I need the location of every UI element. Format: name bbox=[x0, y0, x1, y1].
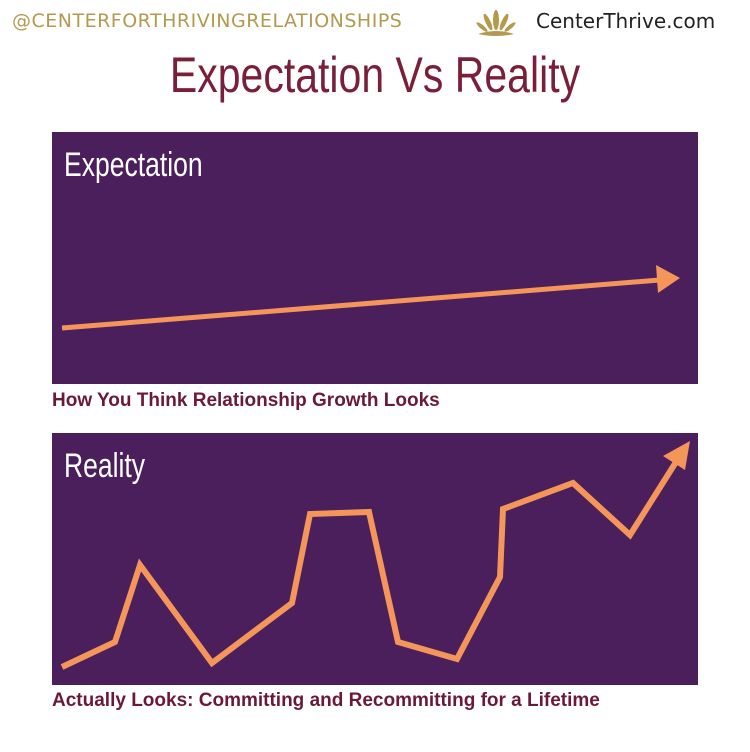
lotus-icon bbox=[476, 10, 516, 36]
reality-label: Reality bbox=[64, 447, 146, 485]
expectation-label: Expectation bbox=[64, 146, 203, 184]
website-link[interactable]: CenterThrive.com bbox=[536, 9, 716, 33]
social-handle: @CENTERFORTHRIVINGRELATIONSHIPS bbox=[12, 10, 403, 32]
expectation-caption: How You Think Relationship Growth Looks bbox=[52, 390, 440, 411]
expectation-line bbox=[61, 265, 680, 331]
expectation-panel: Expectation bbox=[52, 132, 698, 384]
arrow-head-icon bbox=[656, 265, 680, 293]
reality-line bbox=[60, 441, 690, 670]
reality-caption: Actually Looks: Committing and Recommitt… bbox=[52, 690, 600, 711]
arrow-head-icon bbox=[663, 441, 690, 470]
reality-panel: Reality bbox=[52, 433, 698, 685]
header: @CENTERFORTHRIVINGRELATIONSHIPS CenterTh… bbox=[0, 8, 750, 38]
page-title: Expectation Vs Reality bbox=[169, 47, 581, 103]
